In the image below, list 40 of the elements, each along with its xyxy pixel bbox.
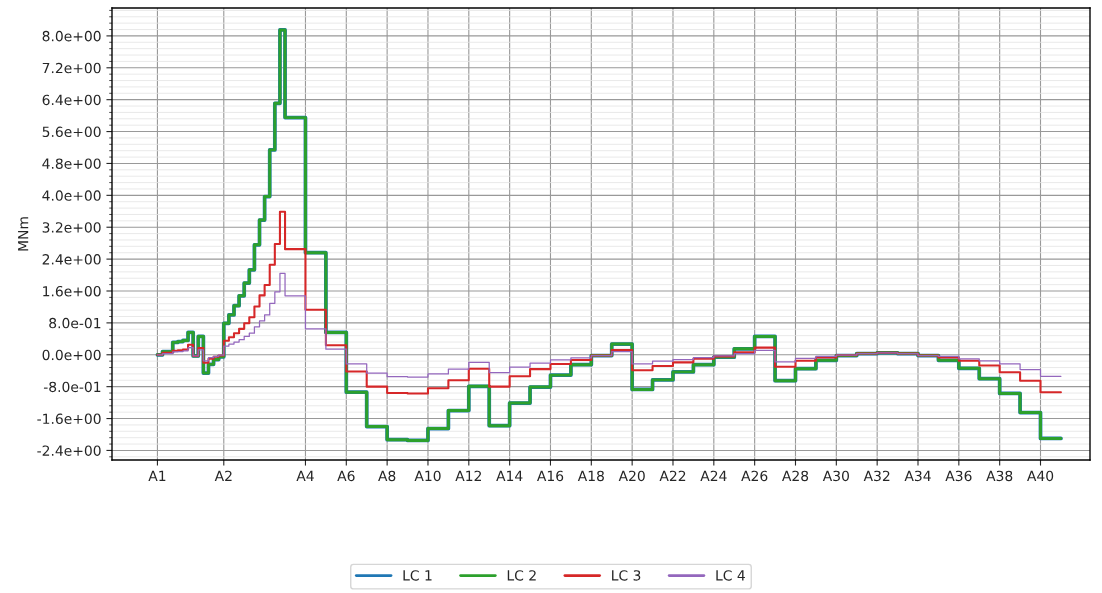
y-tick-label: -8.0e-01 [43,381,101,393]
legend-label: LC 2 [507,570,536,581]
x-tick-label: A24 [700,470,727,481]
x-tick-label: A36 [945,470,972,482]
x-tick-label: A6 [337,470,355,482]
y-tick-label: -2.4e+00 [37,445,101,456]
y-tick-label: 6.4e+00 [42,94,101,106]
y-tick-label: 5.6e+00 [42,126,101,138]
x-tick-label: A4 [296,470,314,481]
y-tick-label: -1.6e+00 [37,413,101,425]
x-tick-label: A38 [986,470,1013,482]
x-tick-label: A40 [1027,470,1054,482]
x-tick-label: A8 [378,470,396,482]
x-tick-label: A18 [577,470,604,482]
x-tick-label: A10 [414,470,441,482]
y-tick-label: 8.0e-01 [49,317,101,329]
y-axis-title: MNm [18,217,29,251]
x-tick-label: A26 [741,470,768,482]
x-tick-label: A34 [904,470,931,482]
y-tick-label: 8.0e+00 [42,30,101,42]
x-tick-label: A16 [537,470,564,482]
legend-label: LC 3 [612,570,641,581]
y-tick-label: 4.8e+00 [42,158,101,169]
legend-label: LC 4 [716,570,745,581]
x-tick-label: A14 [496,470,523,481]
x-tick-label: A1 [148,470,166,481]
y-tick-label: 2.4e+00 [42,254,101,265]
x-tick-label: A12 [455,470,481,481]
y-tick-label: 3.2e+00 [42,222,101,233]
x-tick-label: A22 [659,470,686,481]
x-tick-label: A28 [782,470,809,482]
x-tick-label: A32 [863,470,890,482]
y-tick-label: 0.0e+00 [42,349,101,361]
y-tick-label: 1.6e+00 [43,285,101,297]
legend-label: LC 1 [403,570,432,581]
x-tick-label: A2 [214,470,232,481]
y-tick-label: 4.0e+00 [42,190,101,201]
x-tick-label: A20 [618,470,645,482]
y-tick-label: 7.2e+00 [42,62,101,74]
x-tick-label: A30 [822,470,849,482]
